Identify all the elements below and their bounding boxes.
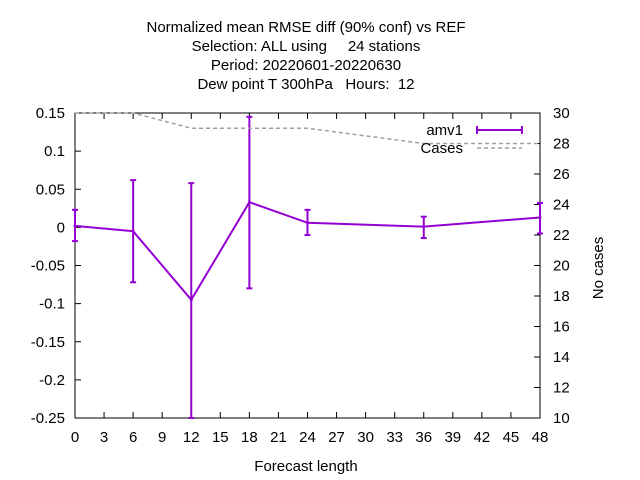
x-axis-label: Forecast length: [254, 458, 357, 475]
y-tick-label: -0.2: [39, 372, 65, 389]
y-tick-label: 0: [57, 219, 65, 236]
y2-tick-label: 30: [553, 105, 570, 122]
x-tick-label: 42: [474, 429, 491, 446]
x-tick-label: 3: [100, 429, 108, 446]
chart-title: Normalized mean RMSE diff (90% conf) vs …: [147, 19, 466, 93]
y2-tick-label: 10: [553, 410, 570, 427]
y-tick-label: -0.25: [31, 410, 65, 427]
plot-border: [74, 112, 541, 419]
plot-series: [72, 112, 543, 419]
plot-frame: [74, 112, 541, 419]
title-line: Period: 20220601-20220630: [211, 57, 401, 74]
y-axis-left: 0.15 0.1 0.05 0 -0.05 -0.1 -0.15 -0.2 -0.25: [31, 105, 81, 427]
y-tick-label: -0.1: [39, 296, 65, 313]
y2-tick-label: 20: [553, 258, 570, 275]
x-tick-label: 15: [212, 429, 229, 446]
data-point: [306, 221, 309, 225]
data-point: [538, 215, 542, 219]
y2-axis-label: No cases: [590, 237, 607, 300]
data-point: [189, 298, 193, 302]
y2-tick-label: 28: [553, 136, 570, 153]
y2-tick-label: 12: [553, 380, 570, 397]
data-point: [73, 224, 77, 228]
x-tick-label: 27: [328, 429, 345, 446]
y2-tick-label: 16: [553, 319, 570, 336]
y-tick-label: 0.15: [36, 105, 65, 122]
y-tick-label: -0.15: [31, 334, 65, 351]
x-tick-label: 6: [129, 429, 137, 446]
x-tick-label: 0: [71, 429, 79, 446]
x-tick-label: 45: [503, 429, 520, 446]
x-tick-label: 12: [183, 429, 200, 446]
y-tick-label: -0.05: [31, 258, 65, 275]
y2-tick-label: 24: [553, 197, 570, 214]
y-tick-label: 0.05: [36, 181, 65, 198]
x-tick-label: 9: [158, 429, 166, 446]
y2-tick-label: 18: [553, 288, 570, 305]
data-point: [422, 225, 426, 229]
x-tick-label: 30: [357, 429, 374, 446]
x-tick-label: 39: [444, 429, 461, 446]
title-line: Selection: ALL using 24 stations: [192, 38, 421, 55]
x-tick-label: 18: [241, 429, 258, 446]
title-line: Normalized mean RMSE diff (90% conf) vs …: [147, 19, 466, 36]
x-tick-label: 24: [299, 429, 316, 446]
x-tick-label: 33: [386, 429, 403, 446]
series-line-cases: [75, 112, 540, 145]
legend-label: Cases: [420, 140, 463, 157]
legend-label: amv1: [426, 122, 463, 139]
y-tick-label: 0.1: [44, 143, 65, 160]
y2-tick-label: 14: [553, 349, 570, 366]
title-line: Dew point T 300hPa Hours: 12: [197, 76, 414, 93]
x-tick-label: 36: [415, 429, 432, 446]
data-point: [131, 229, 135, 233]
y2-tick-label: 26: [553, 166, 570, 183]
y-axis-right: 30 28 26 24 22 20 18 16 14 12 10: [534, 105, 570, 427]
x-tick-label: 48: [532, 429, 549, 446]
data-point: [247, 200, 251, 204]
x-tick-label: 21: [270, 429, 287, 446]
x-axis: 0 3 6 9 12 15 18 21 24 27 30 33 36 39 42 45 48: [71, 113, 549, 446]
y2-tick-label: 22: [553, 227, 570, 244]
